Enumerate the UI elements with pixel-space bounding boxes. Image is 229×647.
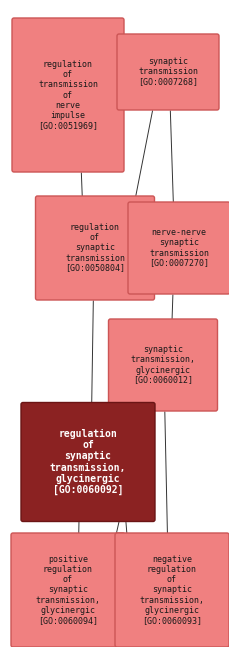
FancyBboxPatch shape [21,402,154,521]
FancyBboxPatch shape [114,533,228,647]
Text: nerve-nerve
synaptic
transmission
[GO:0007270]: nerve-nerve synaptic transmission [GO:00… [148,228,208,268]
Text: regulation
of
transmission
of
nerve
impulse
[GO:0051969]: regulation of transmission of nerve impu… [38,60,98,129]
FancyBboxPatch shape [128,202,229,294]
FancyBboxPatch shape [35,196,154,300]
FancyBboxPatch shape [108,319,217,411]
Text: synaptic
transmission
[GO:0007268]: synaptic transmission [GO:0007268] [137,58,197,87]
Text: synaptic
transmission,
glycinergic
[GO:0060012]: synaptic transmission, glycinergic [GO:0… [130,345,195,384]
FancyBboxPatch shape [117,34,218,110]
Text: negative
regulation
of
synaptic
transmission,
glycinergic
[GO:0060093]: negative regulation of synaptic transmis… [139,555,204,624]
Text: positive
regulation
of
synaptic
transmission,
glycinergic
[GO:0060094]: positive regulation of synaptic transmis… [35,555,100,624]
FancyBboxPatch shape [11,533,124,647]
Text: regulation
of
synaptic
transmission,
glycinergic
[GO:0060092]: regulation of synaptic transmission, gly… [50,429,126,495]
Text: regulation
of
synaptic
transmission
[GO:0050804]: regulation of synaptic transmission [GO:… [65,223,124,272]
FancyBboxPatch shape [12,18,123,172]
